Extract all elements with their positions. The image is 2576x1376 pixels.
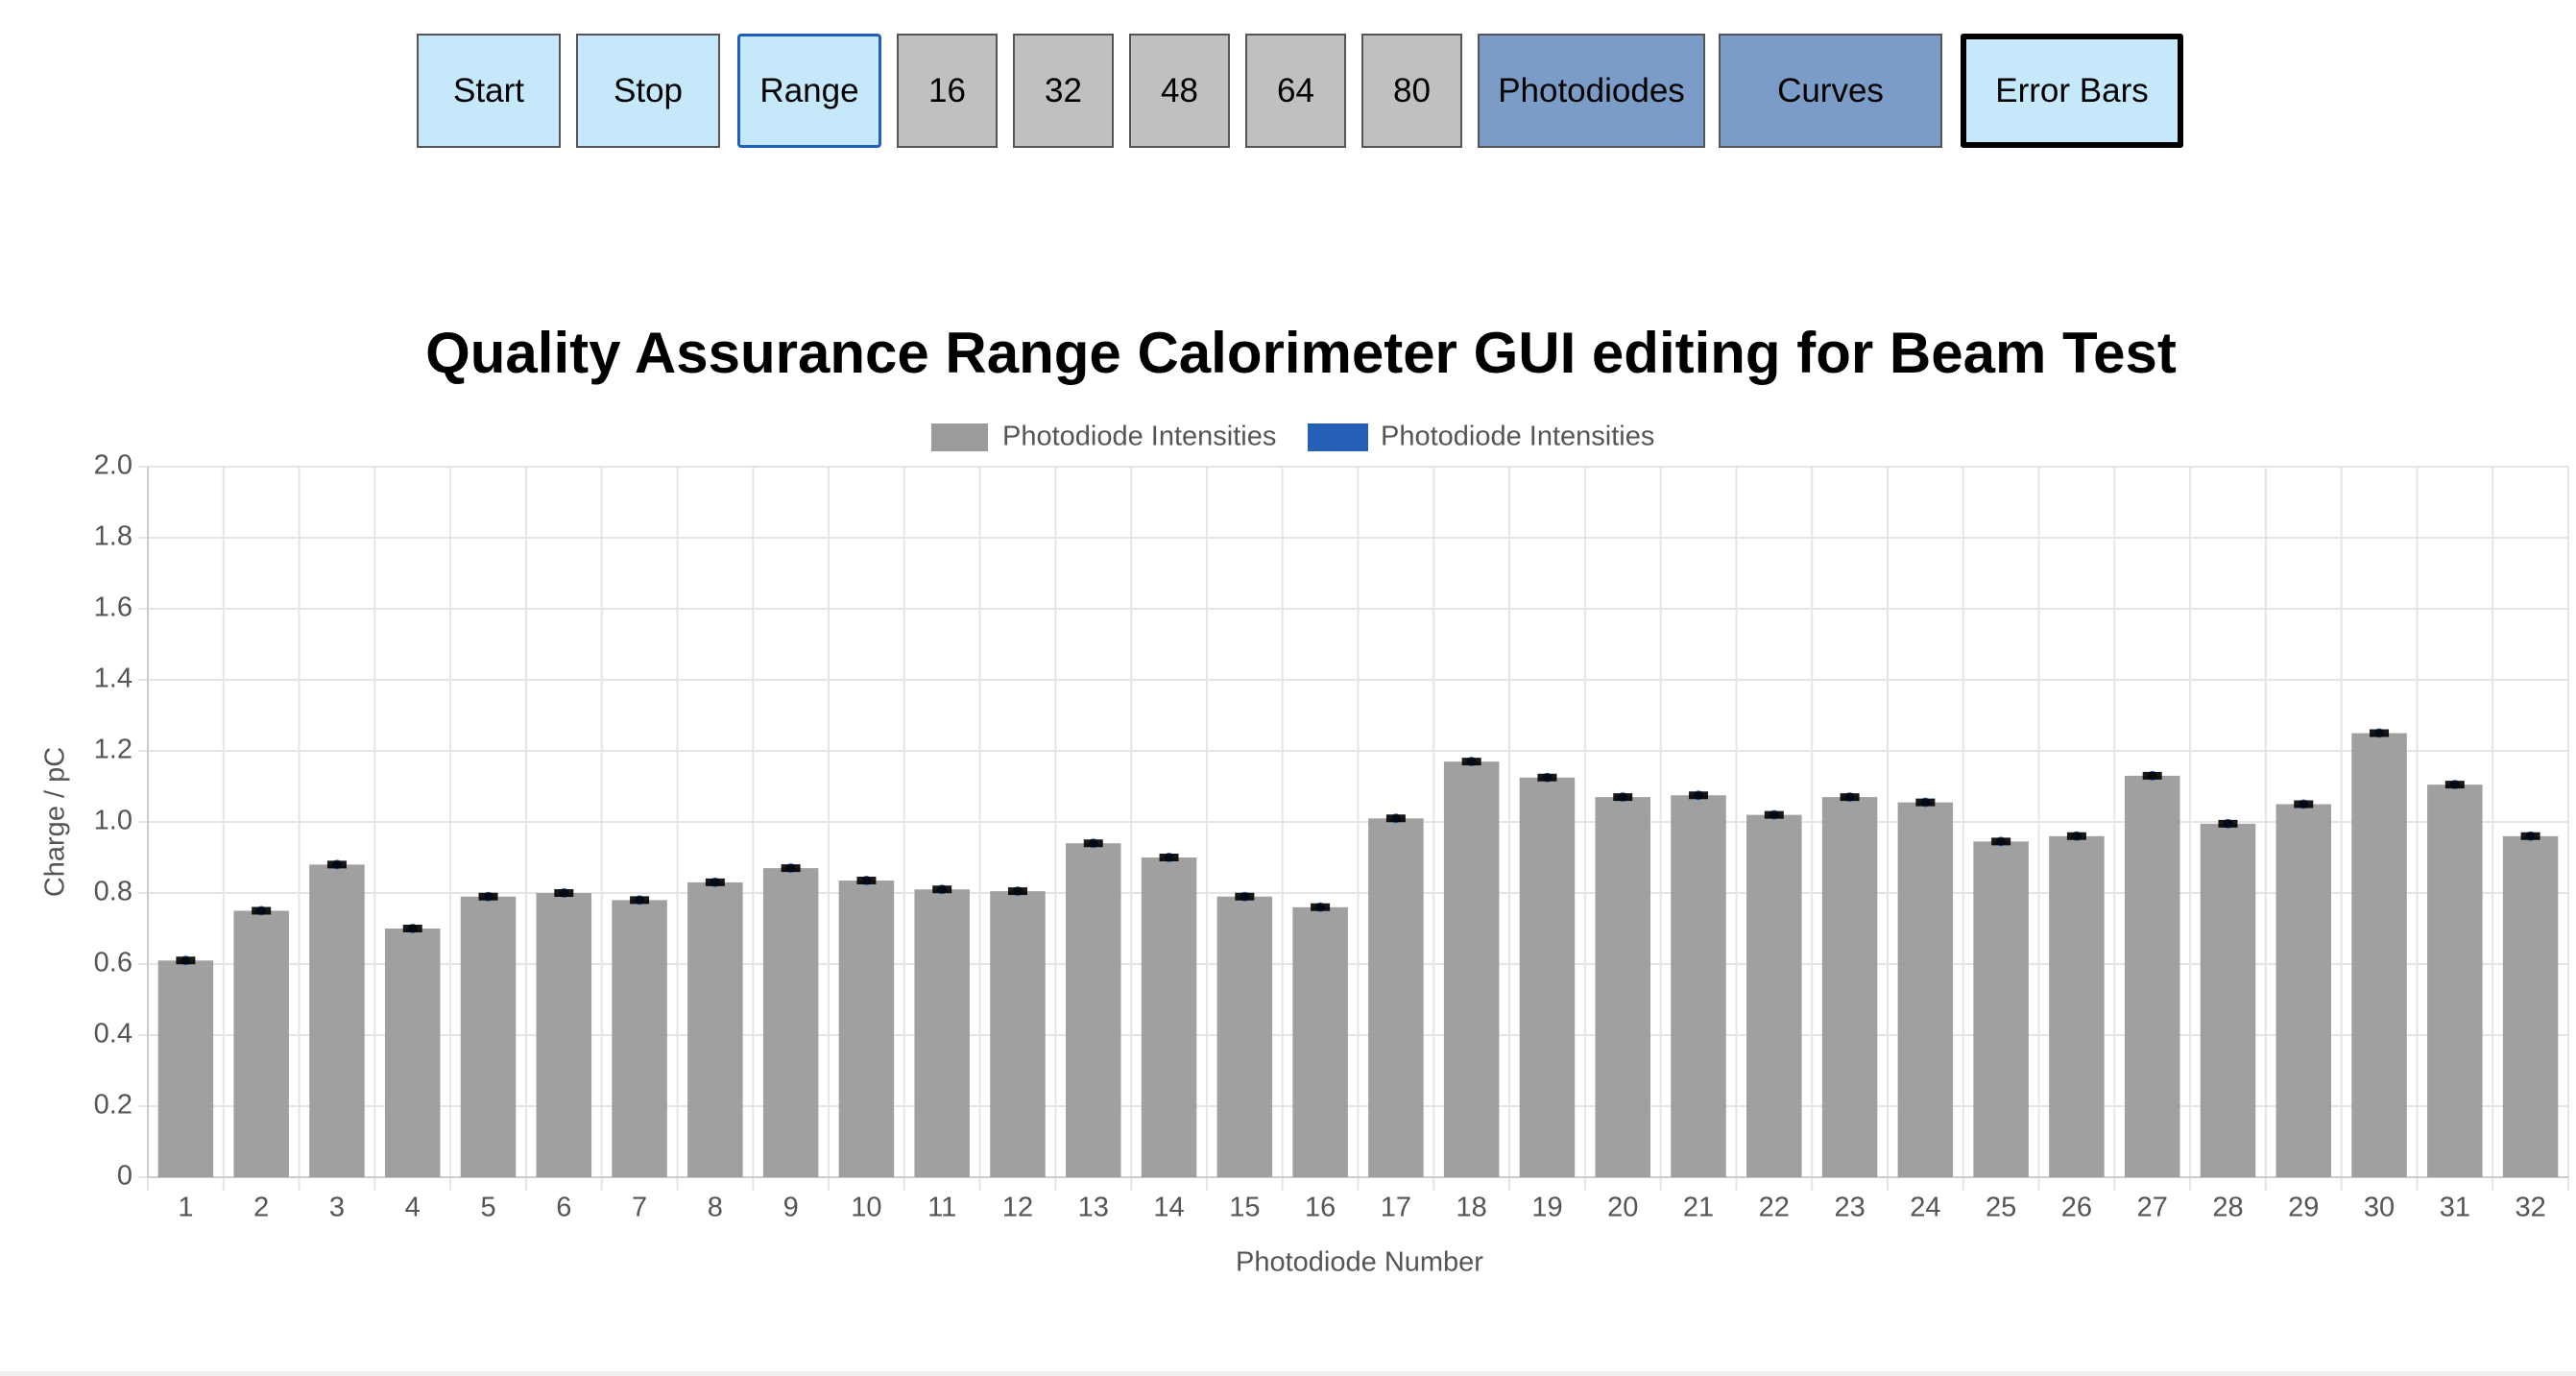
x-tick-label: 6 [556,1193,571,1223]
bar [687,881,743,1177]
x-tick-label: 1 [178,1193,193,1223]
x-tick-label: 27 [2137,1193,2168,1223]
x-tick-label: 17 [1381,1193,1411,1223]
bar [1066,843,1121,1177]
y-tick-label: 0.6 [94,948,132,978]
x-tick-label: 2 [253,1193,269,1223]
bar [2124,775,2180,1177]
bar [838,881,895,1177]
bar [309,864,365,1177]
x-tick-label: 14 [1153,1193,1184,1223]
bottom-strip [0,1371,2576,1376]
x-tick-label: 12 [1002,1193,1033,1223]
x-axis-title: Photodiode Number [1236,1247,1483,1278]
button[interactable]: Start [417,34,561,148]
button[interactable]: 80 [1361,34,1462,148]
y-tick-label: 0.8 [94,877,132,907]
button[interactable]: Error Bars [1961,34,2183,148]
button[interactable]: 64 [1245,34,1346,148]
legend-label: Photodiode Intensities [1002,422,1276,452]
x-tick-label: 10 [851,1193,881,1223]
x-tick-label: 8 [708,1193,723,1223]
y-tick-label: 1.4 [94,664,132,694]
x-tick-label: 13 [1078,1193,1109,1223]
bar [157,960,214,1177]
x-tick-label: 15 [1229,1193,1260,1223]
x-tick-label: 29 [2288,1193,2319,1223]
bar [2427,785,2483,1177]
x-tick-label: 31 [2440,1193,2470,1223]
bar [384,929,441,1177]
bar [1973,841,2029,1177]
x-tick-label: 30 [2364,1193,2395,1223]
button[interactable]: Photodiodes [1478,34,1705,148]
y-tick-label: 1.8 [94,521,132,552]
x-tick-label: 4 [405,1193,421,1223]
x-tick-label: 19 [1531,1193,1562,1223]
y-tick-label: 2.0 [94,450,132,481]
bar [762,868,819,1177]
chart-title: Quality Assurance Range Calorimeter GUI … [425,321,2177,385]
bar [1292,906,1348,1177]
y-tick-label: 0 [117,1161,132,1192]
x-tick-label: 16 [1305,1193,1336,1223]
x-tick-label: 18 [1457,1193,1487,1223]
y-tick-label: 1.0 [94,806,132,836]
bar [1141,857,1197,1177]
button[interactable]: Range [737,34,881,148]
bar [1671,795,1726,1177]
x-tick-label: 11 [927,1193,956,1223]
bar [536,893,592,1177]
x-tick-label: 7 [632,1193,647,1223]
x-tick-label: 20 [1607,1193,1638,1223]
x-tick-label: 24 [1910,1193,1940,1223]
x-tick-label: 9 [783,1193,799,1223]
button[interactable]: 48 [1129,34,1230,148]
bar [914,889,970,1177]
x-tick-label: 32 [2515,1193,2545,1223]
y-tick-label: 0.2 [94,1090,132,1121]
y-tick-label: 0.4 [94,1019,132,1050]
bar [1519,777,1576,1177]
x-tick-label: 5 [480,1193,495,1223]
bar [990,891,1046,1177]
bar [2275,804,2332,1177]
bar [1443,761,1500,1177]
button[interactable]: 32 [1013,34,1114,148]
y-tick-label: 1.2 [94,735,132,765]
y-axis-title: Charge / pC [40,747,71,897]
bar [1368,818,1424,1177]
x-tick-label: 26 [2061,1193,2092,1223]
bar [2351,733,2407,1177]
bar [1897,802,1954,1177]
x-tick-label: 3 [329,1193,345,1223]
bar [1216,896,1273,1177]
bar [1595,797,1650,1177]
bar [2200,823,2256,1177]
bar [2049,835,2105,1177]
x-tick-label: 28 [2212,1193,2243,1223]
button[interactable]: 16 [897,34,998,148]
bar [2502,835,2559,1177]
x-tick-label: 22 [1759,1193,1790,1223]
x-tick-label: 23 [1834,1193,1865,1223]
bar [1821,797,1878,1177]
x-tick-label: 25 [1986,1193,2016,1223]
y-tick-label: 1.6 [94,592,132,623]
x-tick-label: 21 [1683,1193,1714,1223]
bar [1746,814,1802,1177]
button[interactable]: Stop [576,34,720,148]
bar [233,910,289,1177]
legend-swatch [931,423,988,451]
legend-swatch [1308,423,1368,451]
bar [612,900,667,1177]
legend-label: Photodiode Intensities [1381,422,1654,452]
bar [460,896,517,1177]
button[interactable]: Curves [1719,34,1942,148]
